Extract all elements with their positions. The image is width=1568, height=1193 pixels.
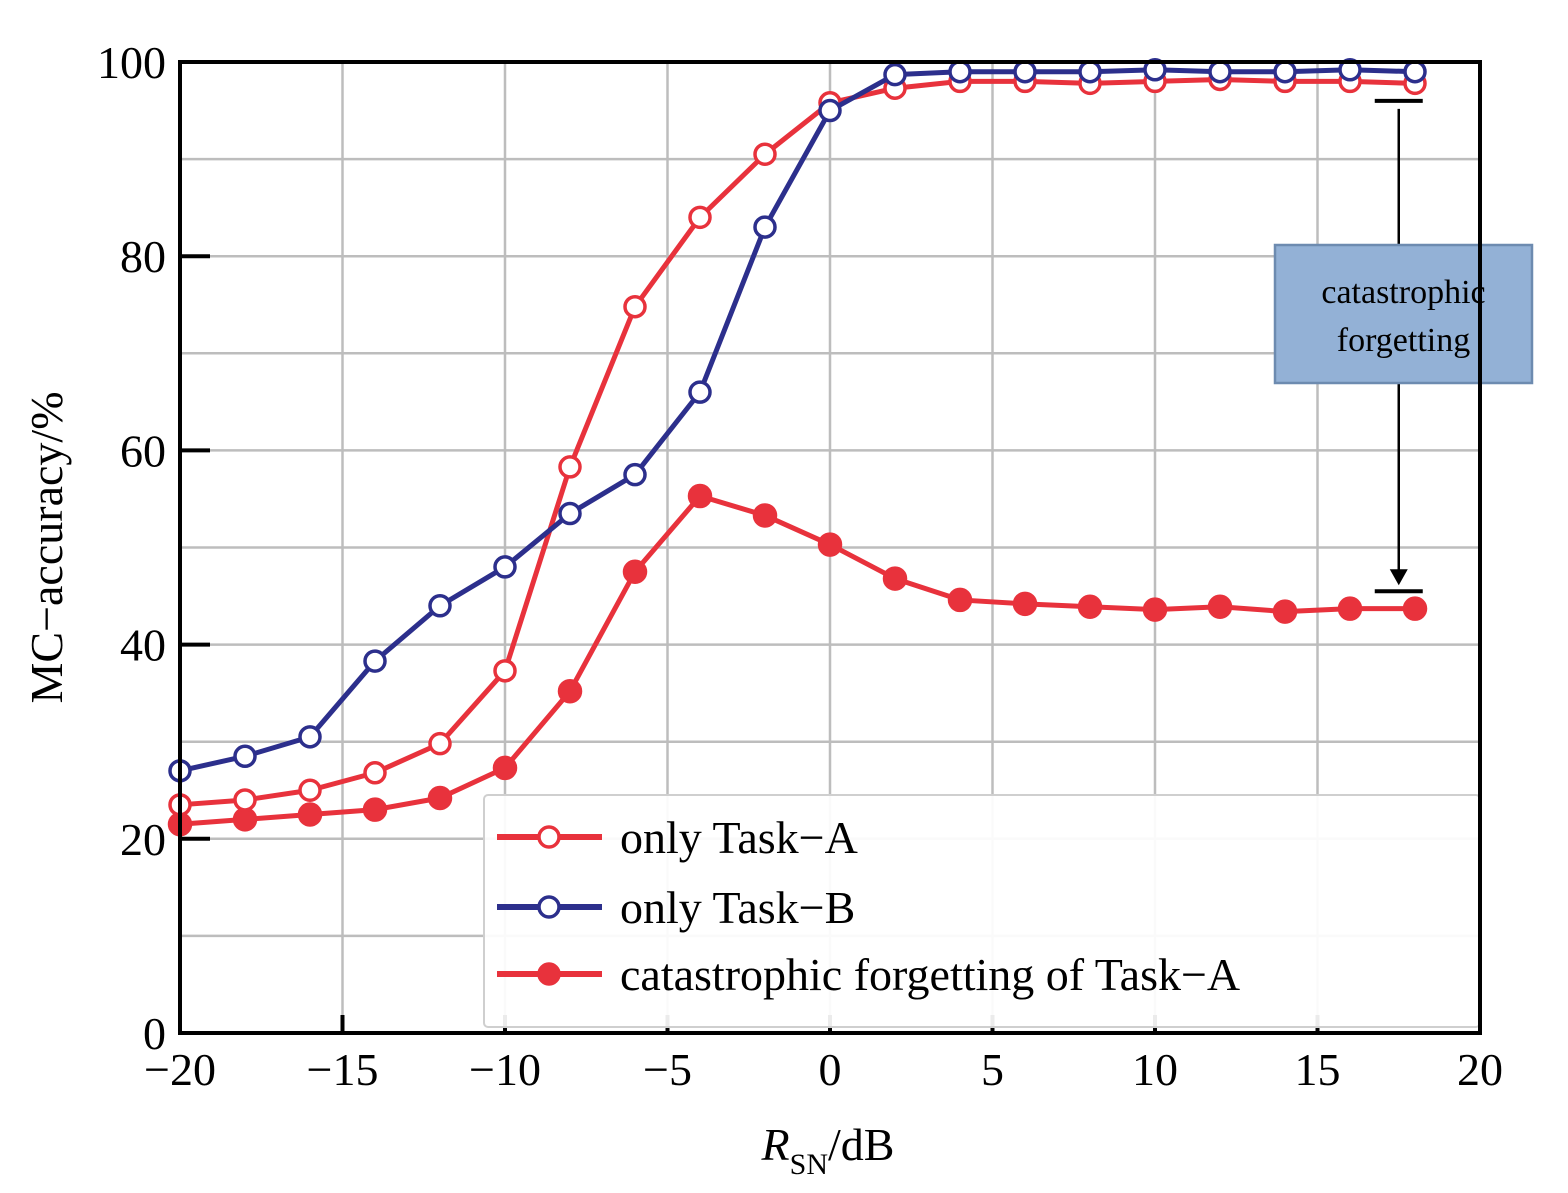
legend-marker xyxy=(537,895,561,919)
data-point xyxy=(1338,58,1362,82)
data-point xyxy=(363,649,387,673)
series-group xyxy=(167,58,1428,837)
data-point xyxy=(817,532,843,557)
data-point xyxy=(232,807,258,832)
annotation-label: forgetting xyxy=(1337,322,1470,359)
data-point xyxy=(1142,597,1168,622)
data-point xyxy=(1337,596,1363,621)
annotation-box xyxy=(1273,243,1534,385)
data-point xyxy=(1143,58,1167,82)
data-point xyxy=(1402,596,1428,621)
x-tick-label: 15 xyxy=(1295,1044,1341,1095)
y-axis-label: MC−accuracy/% xyxy=(21,391,72,703)
data-point xyxy=(233,744,257,769)
data-point xyxy=(363,761,387,785)
plot-frame xyxy=(178,60,1482,1035)
data-point xyxy=(753,142,777,166)
tick-labels: −20 −15 −10 −5 0 5 10 15 20 0 20 40 60 80 100 xyxy=(97,37,1503,1095)
x-tick-label: 20 xyxy=(1457,1044,1503,1095)
x-tick-label: −20 xyxy=(144,1044,216,1095)
x-axis-label-main: R xyxy=(761,1119,790,1170)
data-point xyxy=(688,380,712,404)
y-tick-label: 100 xyxy=(97,37,166,88)
data-point xyxy=(1078,59,1102,84)
annotation: catastrophic forgetting xyxy=(1273,98,1534,594)
x-tick-label: 10 xyxy=(1132,1044,1178,1095)
data-point xyxy=(493,659,517,683)
data-point xyxy=(623,294,647,319)
data-point xyxy=(1077,594,1103,619)
series xyxy=(167,483,1428,837)
legend-label: catastrophic forgetting of Task−A xyxy=(620,949,1240,1000)
data-point xyxy=(1013,59,1037,84)
data-point xyxy=(492,755,518,781)
data-point xyxy=(883,62,907,87)
legend-marker xyxy=(537,825,561,849)
data-point xyxy=(623,462,647,487)
data-point xyxy=(818,98,842,123)
data-point xyxy=(688,205,712,230)
data-point xyxy=(753,215,777,239)
data-point xyxy=(1403,59,1427,84)
data-point xyxy=(687,483,713,509)
x-axis-label-unit: /dB xyxy=(828,1119,894,1170)
x-tick-label: −10 xyxy=(469,1044,541,1095)
series xyxy=(168,58,1427,783)
legend-marker xyxy=(537,962,561,986)
data-point xyxy=(1272,599,1298,624)
data-point xyxy=(1012,591,1038,617)
legend: only Task−A only Task−B catastrophic forge… xyxy=(483,794,1481,1028)
data-point xyxy=(298,725,322,749)
y-tick-label: 80 xyxy=(120,231,166,282)
data-point xyxy=(752,503,778,528)
data-point xyxy=(428,594,452,618)
x-tick-label: −5 xyxy=(643,1044,692,1095)
data-point xyxy=(1273,59,1297,84)
y-tick-label: 20 xyxy=(120,814,166,865)
x-tick-label: 0 xyxy=(819,1044,842,1095)
x-axis-label: RSN/dB xyxy=(761,1119,895,1181)
series-line xyxy=(179,76,1416,808)
legend-label: only Task−A xyxy=(620,812,858,863)
data-point xyxy=(622,559,648,585)
data-point xyxy=(297,802,323,827)
legend-label: only Task−B xyxy=(620,882,855,933)
data-point xyxy=(233,788,257,812)
data-point xyxy=(428,731,452,756)
data-point xyxy=(427,785,453,811)
y-tick-label: 60 xyxy=(120,425,166,476)
x-tick-label: 5 xyxy=(981,1044,1004,1095)
series xyxy=(168,67,1427,817)
y-tick-label: 0 xyxy=(143,1008,166,1059)
data-point xyxy=(362,797,388,822)
annotation-arrow-head xyxy=(1389,569,1408,586)
data-point xyxy=(882,566,908,591)
data-point xyxy=(298,778,322,802)
x-tick-label: −15 xyxy=(307,1044,379,1095)
data-point xyxy=(558,501,582,526)
data-point xyxy=(947,587,973,613)
data-point xyxy=(1208,59,1232,84)
data-point xyxy=(493,555,517,579)
data-point xyxy=(557,678,583,704)
data-point xyxy=(948,59,972,84)
data-point xyxy=(1207,594,1233,619)
data-point xyxy=(558,455,582,479)
x-axis-label-subscript: SN xyxy=(790,1148,828,1181)
y-tick-label: 40 xyxy=(120,620,166,671)
annotation-label: catastrophic xyxy=(1321,274,1485,311)
